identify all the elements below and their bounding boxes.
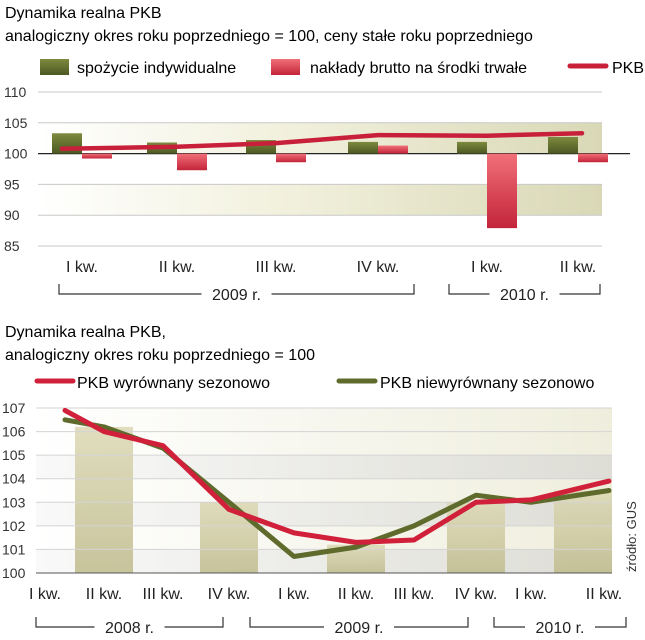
x-category-label: II kw. xyxy=(86,586,122,603)
y-tick-label: 107 xyxy=(2,400,26,416)
chart1-title: Dynamika realna PKB xyxy=(5,5,162,22)
x-category-label: I kw. xyxy=(29,586,61,603)
year-bracket xyxy=(595,617,627,628)
y-tick-label: 106 xyxy=(2,424,26,440)
bar-consumption xyxy=(457,141,487,154)
y-tick-label: 100 xyxy=(4,146,28,162)
x-category-label: III kw. xyxy=(143,586,184,603)
y-tick-label: 95 xyxy=(4,176,20,192)
year-label: 2010 r. xyxy=(500,287,549,304)
bar-investment xyxy=(378,145,408,154)
year-bracket xyxy=(35,617,95,628)
column-band xyxy=(554,490,612,573)
y-tick-label: 103 xyxy=(2,494,26,510)
x-category-label: II kw. xyxy=(586,586,622,603)
y-tick-label: 100 xyxy=(2,565,26,581)
legend-label-investment: nakłady brutto na środki trwałe xyxy=(310,60,527,77)
legend-label-sa: PKB wyrównany sezonowo xyxy=(77,375,270,392)
year-bracket xyxy=(394,617,469,628)
legend-label-gdp: PKB xyxy=(612,60,644,77)
y-tick-label: 101 xyxy=(2,541,26,557)
year-bracket xyxy=(58,284,202,295)
source-note: źródło: GUS xyxy=(624,501,639,572)
plot-band xyxy=(38,184,602,216)
legend-swatch-consumption xyxy=(40,59,69,75)
bar-consumption xyxy=(348,141,378,154)
x-category-label: III kw. xyxy=(394,586,435,603)
bar-investment xyxy=(82,153,112,159)
chart1-subtitle: analogiczny okres roku poprzedniego = 10… xyxy=(5,28,533,45)
x-category-label: I kw. xyxy=(471,259,503,276)
x-category-label: I kw. xyxy=(515,586,547,603)
x-category-label: IV kw. xyxy=(208,586,251,603)
year-label: 2008 r. xyxy=(105,620,154,637)
legend-label-consumption: spożycie indywidualne xyxy=(77,60,236,77)
y-tick-label: 110 xyxy=(4,84,27,100)
y-tick-label: 90 xyxy=(4,207,20,223)
x-category-label: IV kw. xyxy=(357,259,400,276)
year-label: 2009 r. xyxy=(212,287,261,304)
bar-investment xyxy=(487,153,517,229)
chart2-title: Dynamika realna PKB, xyxy=(5,324,166,341)
x-category-label: II kw. xyxy=(159,259,195,276)
bar-consumption xyxy=(548,136,578,154)
legend-label-nsa: PKB niewyrównany sezonowo xyxy=(380,375,594,392)
line-gdp-sa xyxy=(62,407,612,545)
bar-investment xyxy=(578,153,608,163)
column-band xyxy=(200,502,258,573)
x-category-label: III kw. xyxy=(256,259,297,276)
bar-investment xyxy=(177,153,207,171)
chart2-subtitle: analogiczny okres roku poprzedniego = 10… xyxy=(5,347,315,364)
y-tick-label: 105 xyxy=(4,115,28,131)
x-category-label: II kw. xyxy=(338,586,374,603)
year-bracket xyxy=(493,617,525,628)
line-gdp xyxy=(59,131,585,151)
y-tick-label: 102 xyxy=(2,518,26,534)
year-label: 2009 r. xyxy=(335,620,384,637)
year-bracket xyxy=(559,284,601,295)
year-bracket xyxy=(448,284,490,295)
y-tick-label: 85 xyxy=(4,238,20,254)
x-category-label: IV kw. xyxy=(455,586,498,603)
legend-swatch-investment xyxy=(271,59,300,75)
column-band xyxy=(75,426,133,573)
year-bracket xyxy=(249,617,324,628)
y-tick-label: 105 xyxy=(2,447,26,463)
year-bracket xyxy=(271,284,415,295)
x-category-label: II kw. xyxy=(560,259,596,276)
y-tick-label: 104 xyxy=(2,471,26,487)
year-label: 2010 r. xyxy=(536,620,585,637)
bar-investment xyxy=(276,153,306,163)
year-bracket xyxy=(164,617,224,628)
x-category-label: I kw. xyxy=(66,259,98,276)
x-category-label: I kw. xyxy=(278,586,310,603)
